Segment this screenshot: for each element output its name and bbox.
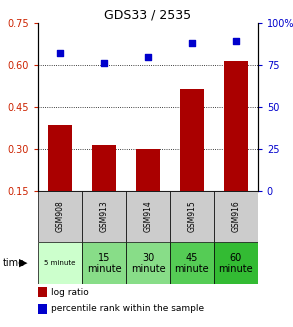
Text: GSM915: GSM915 (188, 201, 196, 232)
Text: GSM913: GSM913 (100, 201, 108, 232)
Bar (126, 242, 170, 284)
Bar (82, 191, 126, 242)
Text: GSM908: GSM908 (56, 201, 64, 232)
Text: log ratio: log ratio (51, 288, 89, 297)
Text: 30
minute: 30 minute (131, 253, 165, 273)
Text: GSM914: GSM914 (144, 201, 152, 232)
Bar (136, 149, 160, 191)
Point (102, 60, 106, 66)
Text: ▶: ▶ (19, 258, 28, 268)
Point (146, 54, 150, 59)
Point (234, 39, 238, 44)
Title: GDS33 / 2535: GDS33 / 2535 (104, 9, 192, 22)
Bar (38, 191, 82, 242)
Text: GSM916: GSM916 (231, 201, 240, 232)
Bar (214, 242, 258, 284)
Bar (48, 125, 72, 191)
Bar (224, 61, 248, 191)
Bar (92, 145, 116, 191)
Bar (38, 304, 47, 314)
Point (58, 51, 62, 56)
Text: 45
minute: 45 minute (175, 253, 209, 273)
Point (190, 41, 194, 46)
Bar (126, 191, 170, 242)
Bar (170, 191, 214, 242)
Text: time: time (3, 258, 25, 268)
Text: 5 minute: 5 minute (44, 260, 76, 266)
Bar (214, 191, 258, 242)
Text: 15
minute: 15 minute (87, 253, 121, 273)
Text: 60
minute: 60 minute (219, 253, 253, 273)
Text: percentile rank within the sample: percentile rank within the sample (51, 304, 205, 314)
Bar (180, 89, 204, 191)
Bar (38, 242, 82, 284)
Bar (38, 287, 47, 297)
Bar (170, 242, 214, 284)
Bar (82, 242, 126, 284)
